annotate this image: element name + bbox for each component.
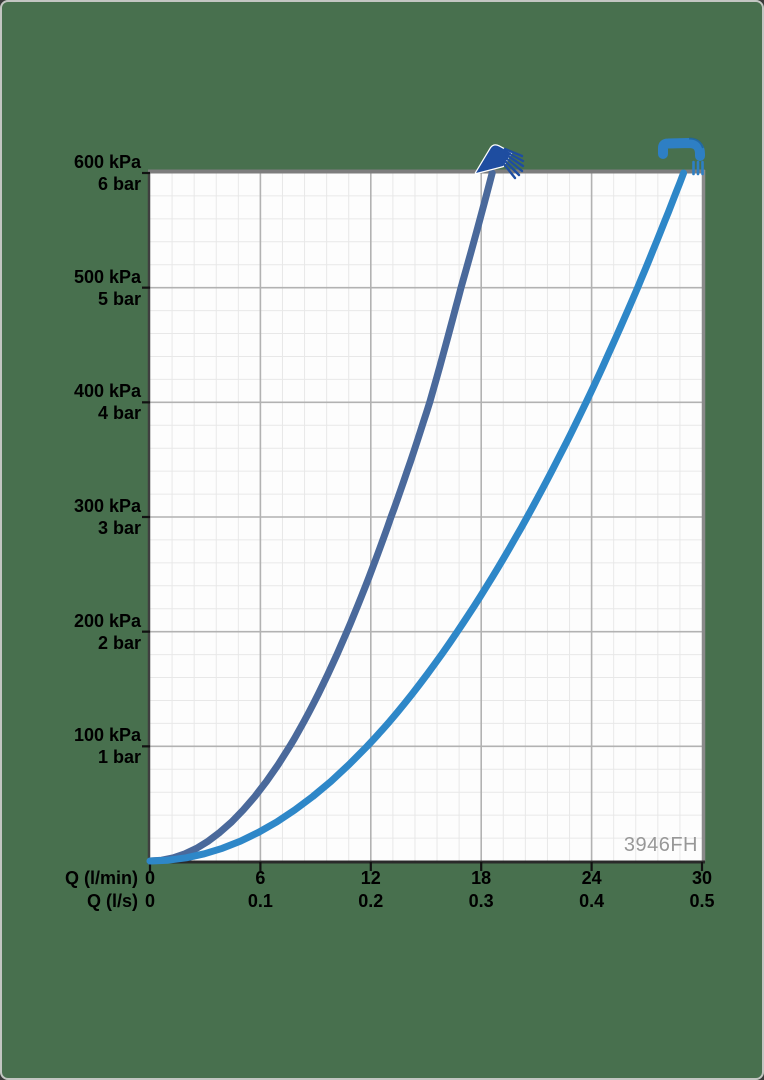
y-tick-label-bar: 6 bar xyxy=(97,174,141,194)
x-tick-label-lmin: 24 xyxy=(581,868,602,888)
y-tick-label-kpa: 200 kPa xyxy=(73,610,141,631)
y-tick-label-kpa: 500 kPa xyxy=(73,266,141,287)
y-tick-label-bar: 4 bar xyxy=(97,403,141,424)
y-tick-label-kpa: 600 kPa xyxy=(73,152,141,172)
y-tick-label-bar: 2 bar xyxy=(97,632,141,653)
faucet-spout-icon xyxy=(656,136,708,185)
x-tick-label-ls: 0.3 xyxy=(468,891,494,911)
x-tick-label-ls: 0.5 xyxy=(689,891,715,911)
x-tick-label-lmin: 18 xyxy=(471,868,492,888)
y-tick-label-kpa: 400 kPa xyxy=(73,381,141,402)
x-axis-title-ls: Q (l/s) xyxy=(86,891,138,911)
x-tick-label-lmin: 6 xyxy=(255,868,266,888)
x-tick-label-ls: 0 xyxy=(144,891,155,911)
x-axis-title-lmin: Q (l/min) xyxy=(65,868,138,888)
y-tick-label-bar: 1 bar xyxy=(97,747,141,768)
y-tick-label-bar: 5 bar xyxy=(97,288,141,309)
y-tick-label-kpa: 300 kPa xyxy=(73,496,141,516)
x-tick-label-lmin: 0 xyxy=(144,868,155,888)
y-tick-label-bar: 3 bar xyxy=(97,518,141,538)
x-tick-label-ls: 0.1 xyxy=(247,891,273,911)
x-tick-label-lmin: 30 xyxy=(691,868,713,888)
x-tick-label-ls: 0.4 xyxy=(579,891,605,911)
y-tick-label-kpa: 100 kPa xyxy=(73,725,141,746)
product-code: 3946FH xyxy=(623,834,698,856)
x-tick-label-lmin: 12 xyxy=(360,868,381,888)
hand-shower-icon xyxy=(472,135,530,186)
x-tick-label-ls: 0.2 xyxy=(358,891,384,911)
